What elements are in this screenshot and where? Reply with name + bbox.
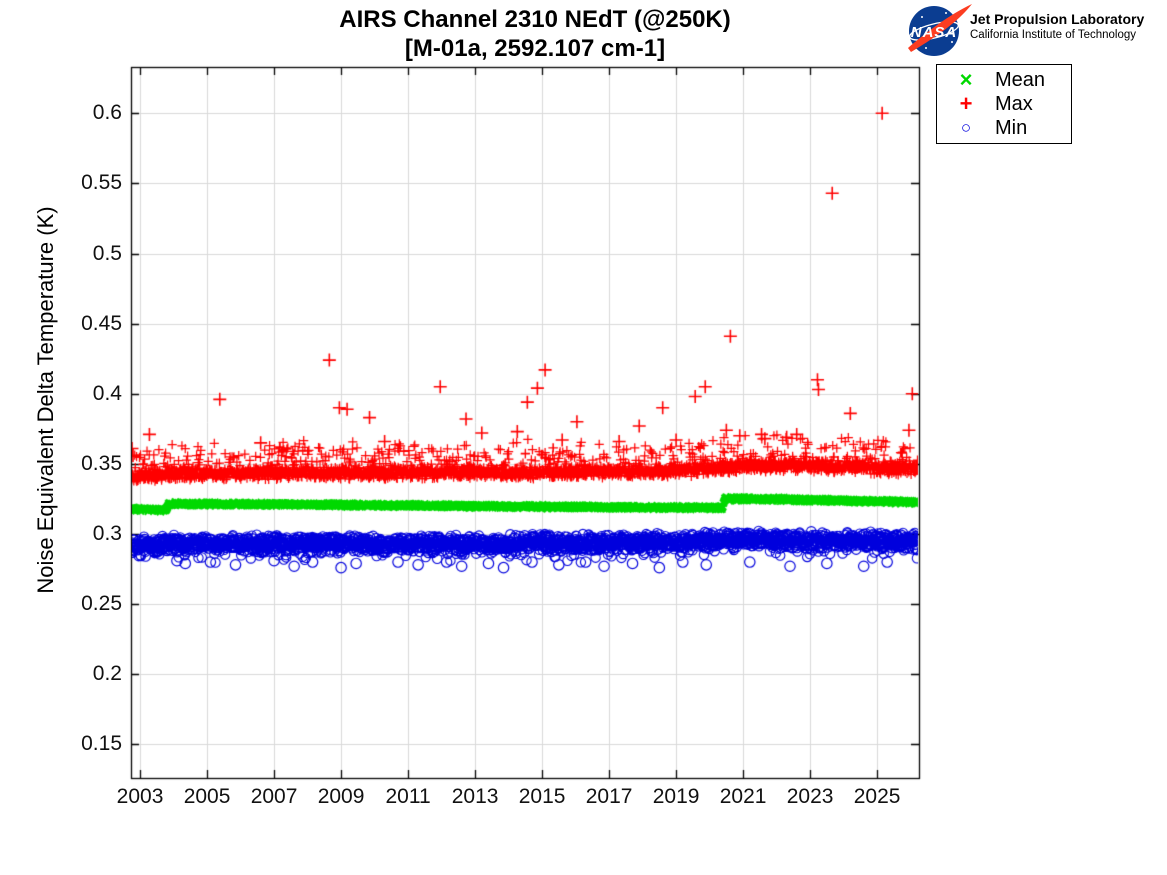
y-tick-label: 0.55 (81, 171, 122, 195)
x-tick-label: 2005 (183, 785, 231, 808)
legend-marker-max-icon: + (959, 91, 973, 116)
y-axis-label: Noise Equivalent Delta Temperature (K) (33, 206, 58, 594)
legend-item-min: ○ Min (937, 116, 1071, 140)
y-tick-label: 0.3 (92, 521, 122, 545)
y-tick-label: 0.6 (92, 101, 122, 125)
y-tick-label: 0.35 (81, 451, 122, 475)
x-tick-label: 2025 (853, 785, 901, 808)
y-tick-label: 0.4 (92, 381, 122, 405)
y-tick-label: 0.15 (81, 732, 122, 756)
legend-label-min: Min (995, 116, 1028, 139)
y-tick-label: 0.45 (81, 311, 122, 335)
x-tick-label: 2003 (116, 785, 164, 808)
x-tick-label: 2007 (250, 785, 298, 808)
y-tick-label: 0.5 (92, 241, 122, 265)
x-tick-label: 2013 (451, 785, 499, 808)
legend-item-mean: × Mean (937, 67, 1071, 92)
x-tick-label: 2015 (518, 785, 566, 808)
legend-label-mean: Mean (995, 68, 1046, 91)
x-tick-label: 2017 (585, 785, 633, 808)
legend-marker-min-icon: ○ (960, 118, 972, 137)
x-tick-label: 2011 (385, 785, 431, 808)
x-tick-label: 2019 (652, 785, 700, 808)
legend-item-max: + Max (937, 91, 1071, 116)
y-tick-label: 0.2 (92, 662, 122, 686)
x-tick-label: 2023 (786, 785, 834, 808)
legend-marker-mean-icon: × (959, 67, 973, 92)
x-tick-label: 2009 (317, 785, 365, 808)
legend: × Mean + Max ○ Min (936, 64, 1072, 144)
x-tick-label: 2021 (719, 785, 767, 808)
y-tick-label: 0.25 (81, 592, 122, 616)
legend-label-max: Max (995, 92, 1033, 115)
